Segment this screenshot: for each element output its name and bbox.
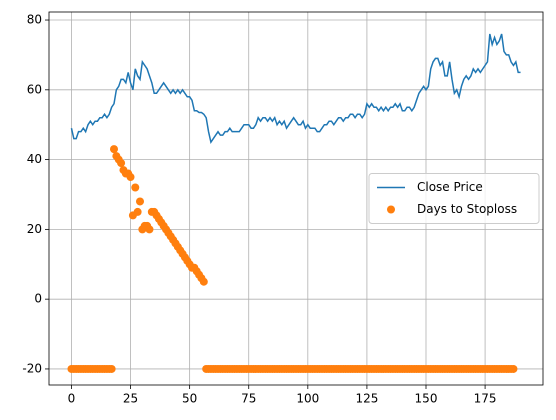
scatter-point [110,145,118,154]
legend-label: Close Price [417,180,483,194]
scatter-point [136,197,144,206]
x-tick-label: 150 [415,392,438,406]
x-tick-label: 50 [182,392,197,406]
x-tick-label: 125 [355,392,378,406]
y-tick-label: 20 [27,222,42,236]
scatter-point [145,225,154,234]
scatter-point [133,207,142,216]
legend-label: Days to Stoploss [417,202,517,216]
scatter-point [199,277,208,286]
y-tick-label: 60 [27,82,42,96]
x-tick-label: 75 [241,392,256,406]
scatter-point [107,364,116,373]
x-tick-label: 25 [123,392,138,406]
scatter-point [509,364,518,373]
scatter-point [126,173,135,182]
scatter-point [117,159,126,168]
y-tick-label: -20 [22,361,42,375]
x-tick-label: 175 [474,392,497,406]
scatter-point [131,183,140,192]
price-line [70,33,521,145]
y-tick-label: 40 [27,152,42,166]
legend-marker [387,205,395,214]
legend: Close Price Days to Stoploss [368,173,540,224]
x-tick-label: 0 [68,392,76,406]
axes-frame [48,11,544,386]
legend-box [368,173,540,224]
y-tick-label: 80 [27,13,42,27]
y-tick-label: 0 [34,292,42,306]
x-tick-label: 100 [296,392,319,406]
